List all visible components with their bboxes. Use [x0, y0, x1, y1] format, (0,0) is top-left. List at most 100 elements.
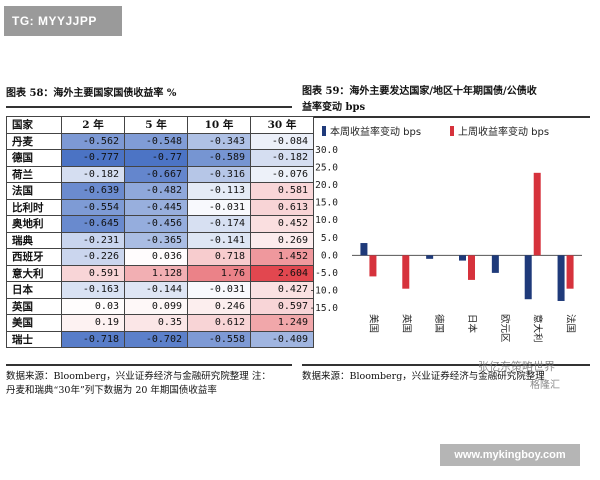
yield-cell: 1.452 — [250, 248, 314, 266]
table-row: 意大利 0.591 1.128 1.76 2.604 — [6, 264, 314, 282]
yield-cell: 0.597 — [250, 297, 314, 315]
yield-cell: -0.163 — [61, 281, 125, 299]
yield-cell: -0.667 — [124, 165, 188, 183]
bar — [426, 255, 434, 259]
legend-swatch — [322, 126, 326, 136]
x-tick-label: 英国 — [400, 314, 412, 333]
table-row: 德国 -0.777 -0.77 -0.589 -0.182 — [6, 149, 314, 167]
y-tick-label: 30.0 — [315, 145, 338, 156]
y-tick-label: 15.0 — [315, 198, 338, 209]
yield-cell: -0.031 — [187, 198, 251, 216]
yield-cell: -0.226 — [61, 248, 125, 266]
table-top-rule — [6, 106, 292, 108]
yield-cell: 1.128 — [124, 264, 188, 282]
yield-cell: -0.482 — [124, 182, 188, 200]
table-row: 日本 -0.163 -0.144 -0.031 0.427 — [6, 281, 314, 299]
yield-cell: -0.182 — [250, 149, 314, 167]
y-tick-label: 10.0 — [315, 215, 338, 226]
header-5y: 5 年 — [124, 116, 188, 134]
yield-cell: -0.231 — [61, 231, 125, 249]
chart-source-note: 数据来源：Bloomberg，兴业证券经济与金融研究院整理 — [302, 371, 545, 382]
yield-cell: -0.639 — [61, 182, 125, 200]
chart-bottom-rule — [302, 364, 590, 366]
bar — [524, 255, 532, 300]
yield-cell: 0.099 — [124, 297, 188, 315]
yield-cell: -0.548 — [124, 132, 188, 150]
table-row: 荷兰 -0.182 -0.667 -0.316 -0.076 — [6, 165, 314, 183]
country-cell: 丹麦 — [6, 132, 62, 150]
yield-cell: 0.246 — [187, 297, 251, 315]
yield-cell: 0.35 — [124, 314, 188, 332]
bar — [557, 255, 565, 301]
yield-cell: -0.084 — [250, 132, 314, 150]
country-cell: 荷兰 — [6, 165, 62, 183]
chart-top-rule — [302, 116, 590, 118]
country-cell: 美国 — [6, 314, 62, 332]
chart-caption-line1: 图表 59：海外主要发达国家/地区十年期国债/公债收 — [302, 86, 537, 97]
country-cell: 瑞典 — [6, 231, 62, 249]
yield-cell: 1.76 — [187, 264, 251, 282]
yield-cell: -0.113 — [187, 182, 251, 200]
yield-cell: 0.613 — [250, 198, 314, 216]
watermark: 张亿东策略世界 — [478, 361, 555, 373]
country-cell: 比利时 — [6, 198, 62, 216]
table-row: 丹麦 -0.562 -0.548 -0.343 -0.084 — [6, 132, 314, 150]
table-header-row: 国家 2 年 5 年 10 年 30 年 — [6, 116, 314, 134]
yield-cell: -0.702 — [124, 330, 188, 348]
bar — [402, 255, 410, 289]
country-cell: 西班牙 — [6, 248, 62, 266]
yield-cell: -0.409 — [250, 330, 314, 348]
table-row: 比利时 -0.554 -0.445 -0.031 0.613 — [6, 198, 314, 216]
legend-label: 上周收益率变动 bps — [458, 125, 549, 138]
chart-caption-line2: 益率变动 bps — [302, 102, 366, 113]
table-source-note: 数据来源：Bloomberg，兴业证券经济与金融研究院整理 注： 丹麦和瑞典“3… — [6, 370, 296, 398]
bar — [491, 255, 499, 273]
yield-cell: -0.77 — [124, 149, 188, 167]
country-cell: 日本 — [6, 281, 62, 299]
legend-label: 本周收益率变动 bps — [330, 125, 421, 138]
table-row: 法国 -0.639 -0.482 -0.113 0.581 — [6, 182, 314, 200]
table-row: 瑞典 -0.231 -0.365 -0.141 0.269 — [6, 231, 314, 249]
x-tick-label: 法国 — [565, 314, 577, 333]
table-row: 瑞士 -0.718 -0.702 -0.558 -0.409 — [6, 330, 314, 348]
y-tick-label: 0.0 — [321, 250, 338, 261]
yield-cell: -0.645 — [61, 215, 125, 233]
bar — [566, 255, 574, 289]
y-tick-label: 20.0 — [315, 180, 338, 191]
footer-url[interactable]: www.mykingboy.com — [440, 444, 580, 466]
table-bottom-rule — [6, 364, 292, 366]
country-cell: 德国 — [6, 149, 62, 167]
yield-cell: -0.589 — [187, 149, 251, 167]
yield-cell: 0.036 — [124, 248, 188, 266]
y-tick-label: -15.0 — [309, 303, 338, 314]
yield-cell: -0.182 — [61, 165, 125, 183]
bar — [533, 172, 541, 256]
yield-cell: -0.562 — [61, 132, 125, 150]
country-cell: 瑞士 — [6, 330, 62, 348]
x-tick-label: 意大利 — [532, 314, 544, 343]
table-caption: 图表 58：海外主要国家国债收益率 % — [6, 88, 177, 99]
watermark-sub: 格隆汇 — [530, 380, 560, 391]
x-tick-label: 德国 — [433, 314, 445, 333]
x-tick-label: 欧元区 — [499, 314, 511, 343]
table-row: 西班牙 -0.226 0.036 0.718 1.452 — [6, 248, 314, 266]
y-tick-label: 5.0 — [321, 233, 338, 244]
yield-cell: -0.554 — [61, 198, 125, 216]
yield-cell: 0.718 — [187, 248, 251, 266]
yield-cell: 0.427 — [250, 281, 314, 299]
country-cell: 意大利 — [6, 264, 62, 282]
table-row: 美国 0.19 0.35 0.612 1.249 — [6, 314, 314, 332]
yield-cell: -0.174 — [187, 215, 251, 233]
legend-swatch — [450, 126, 454, 136]
yield-cell: -0.076 — [250, 165, 314, 183]
yield-cell: -0.031 — [187, 281, 251, 299]
header-country: 国家 — [6, 116, 62, 134]
yield-table: 国家 2 年 5 年 10 年 30 年 丹麦 -0.562 -0.548 -0.34… — [6, 116, 314, 348]
yield-change-chart: 本周收益率变动 bps 上周收益率变动 bps 30.0 25.0 20.0 15.0 10… — [300, 120, 592, 350]
table-note-line2: 丹麦和瑞典“30年”列下数据为 20 年期国债收益率 — [6, 385, 217, 396]
yield-cell: -0.558 — [187, 330, 251, 348]
bar — [468, 255, 475, 280]
y-tick-label: 25.0 — [315, 163, 338, 174]
table-row: 英国 0.03 0.099 0.246 0.597 — [6, 297, 314, 315]
yield-cell: 0.591 — [61, 264, 125, 282]
